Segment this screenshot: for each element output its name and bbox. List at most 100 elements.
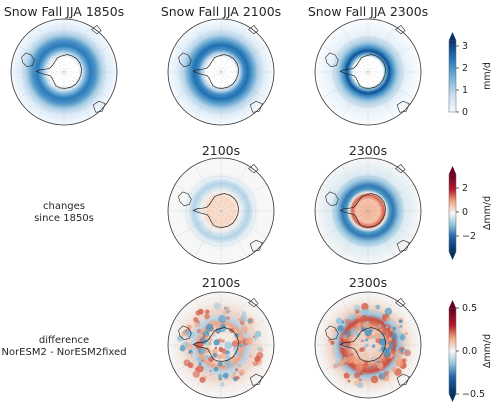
map-anomaly-cell	[391, 366, 397, 372]
map-anomaly-cell	[378, 374, 383, 379]
map-anomaly-cell	[359, 340, 363, 343]
meridian-gridline	[341, 299, 395, 391]
map-anomaly-cell	[242, 311, 247, 316]
map-anomaly-cell	[371, 344, 376, 348]
map-anomaly-cell	[222, 365, 225, 368]
meridian-gridline	[18, 45, 111, 99]
map-panel	[167, 291, 275, 399]
map-anomaly-cell	[190, 355, 193, 358]
map-anomaly-cell	[372, 335, 376, 339]
map-anomaly-cell	[217, 338, 222, 343]
map-anomaly-cell	[220, 382, 225, 387]
map-anomaly-cell	[360, 318, 365, 323]
map-anomaly-cell	[245, 337, 253, 345]
map-anomaly-cell	[374, 332, 381, 340]
map-anomaly-cell	[343, 372, 350, 379]
colorbar-extend-arrow	[449, 252, 456, 260]
map-anomaly-cell	[339, 342, 342, 345]
meridian-gridline	[194, 26, 248, 119]
map-anomaly-cell	[205, 309, 210, 315]
row-label: NorESM2 - NorESM2fixed	[1, 347, 126, 358]
map-anomaly-cell	[237, 364, 242, 368]
map-anomaly-cell	[226, 316, 230, 320]
map-anomaly-cell	[252, 335, 255, 338]
antarctica-coastline	[339, 327, 386, 362]
meridian-gridline	[175, 184, 267, 238]
map-panels	[10, 18, 422, 399]
colorbar-gradient	[448, 173, 457, 253]
meridian-gridline	[175, 184, 267, 238]
map-field	[168, 158, 274, 264]
map-anomaly-cell	[337, 325, 344, 332]
antarctica-coastline	[192, 327, 239, 362]
map-anomaly-cell	[208, 356, 214, 363]
map-anomaly-cell	[213, 302, 221, 310]
map-title: Snow Fall JJA 2100s	[161, 4, 281, 19]
colorbar-change: 2 0 −2 Δmm/d	[448, 166, 493, 260]
antarctica-coastline	[35, 54, 82, 89]
map-panel	[314, 291, 422, 399]
south-america-coastline	[178, 52, 192, 68]
map-anomaly-cell	[201, 349, 206, 354]
south-america-coastline	[21, 52, 35, 68]
colorbar-label: Δmm/d	[482, 196, 493, 230]
map-panel	[314, 157, 422, 265]
map-anomaly-cell	[240, 325, 248, 333]
meridian-gridline	[341, 165, 395, 257]
colorbar-extend-arrow	[449, 32, 456, 40]
map-anomaly-cell	[210, 363, 215, 367]
map-anomaly-cell	[338, 361, 344, 367]
map-title: 2100s	[202, 275, 240, 290]
map-boundary	[167, 18, 275, 126]
map-anomaly-cell	[361, 321, 365, 325]
meridian-gridline	[175, 45, 267, 99]
map-anomaly-cell	[238, 369, 245, 376]
map-anomaly-cell	[375, 362, 379, 365]
antarctica-coastline	[339, 193, 386, 228]
meridian-gridline	[322, 45, 414, 99]
map-anomaly-cell	[209, 370, 212, 372]
map-anomaly-cell	[181, 330, 187, 337]
colorbar-tick-label: 0.5	[462, 303, 477, 314]
map-anomaly-cell	[193, 317, 199, 323]
map-anomaly-cell	[390, 332, 398, 341]
meridian-gridline	[194, 299, 248, 391]
map-anomaly-cell	[370, 366, 373, 369]
map-boundary	[314, 18, 422, 126]
map-anomaly-cell	[346, 356, 354, 364]
map-anomaly-cell	[201, 359, 204, 362]
map-title: 2300s	[349, 275, 387, 290]
colorbar-tick-label: 0	[462, 107, 468, 118]
map-anomaly-cell	[224, 360, 233, 369]
meridian-gridline	[175, 318, 267, 372]
map-anomaly-cell	[239, 343, 243, 348]
map-field	[315, 19, 421, 125]
map-anomaly-cell	[352, 357, 361, 365]
map-anomaly-cell	[394, 350, 403, 358]
meridian-gridline	[194, 299, 248, 391]
map-anomaly-cell	[209, 373, 212, 376]
map-anomaly-cell	[215, 323, 221, 329]
map-boundary	[167, 157, 275, 265]
colorbar-tick-label: 2	[462, 183, 468, 194]
colorbar-tick-label: −2	[462, 231, 476, 242]
map-anomaly-cell	[220, 323, 226, 329]
colorbar-label: Δmm/d	[482, 334, 493, 368]
map-anomaly-cell	[235, 376, 240, 380]
map-anomaly-cell	[364, 329, 372, 337]
map-anomaly-cell	[330, 340, 335, 345]
africa-coastline	[91, 24, 102, 35]
map-anomaly-cell	[238, 337, 242, 341]
map-boundary	[10, 18, 118, 126]
map-anomaly-cell	[237, 347, 242, 352]
meridian-gridline	[341, 165, 395, 257]
africa-coastline	[395, 24, 406, 35]
map-anomaly-cell	[216, 331, 219, 335]
map-anomaly-cell	[349, 327, 358, 336]
meridian-gridline	[194, 165, 248, 257]
colorbar-extend-arrow	[449, 394, 456, 402]
map-anomaly-cell	[212, 353, 218, 358]
colorbar-tick-label: 2	[462, 63, 468, 74]
map-boundary	[314, 291, 422, 399]
map-anomaly-cell	[208, 341, 213, 346]
